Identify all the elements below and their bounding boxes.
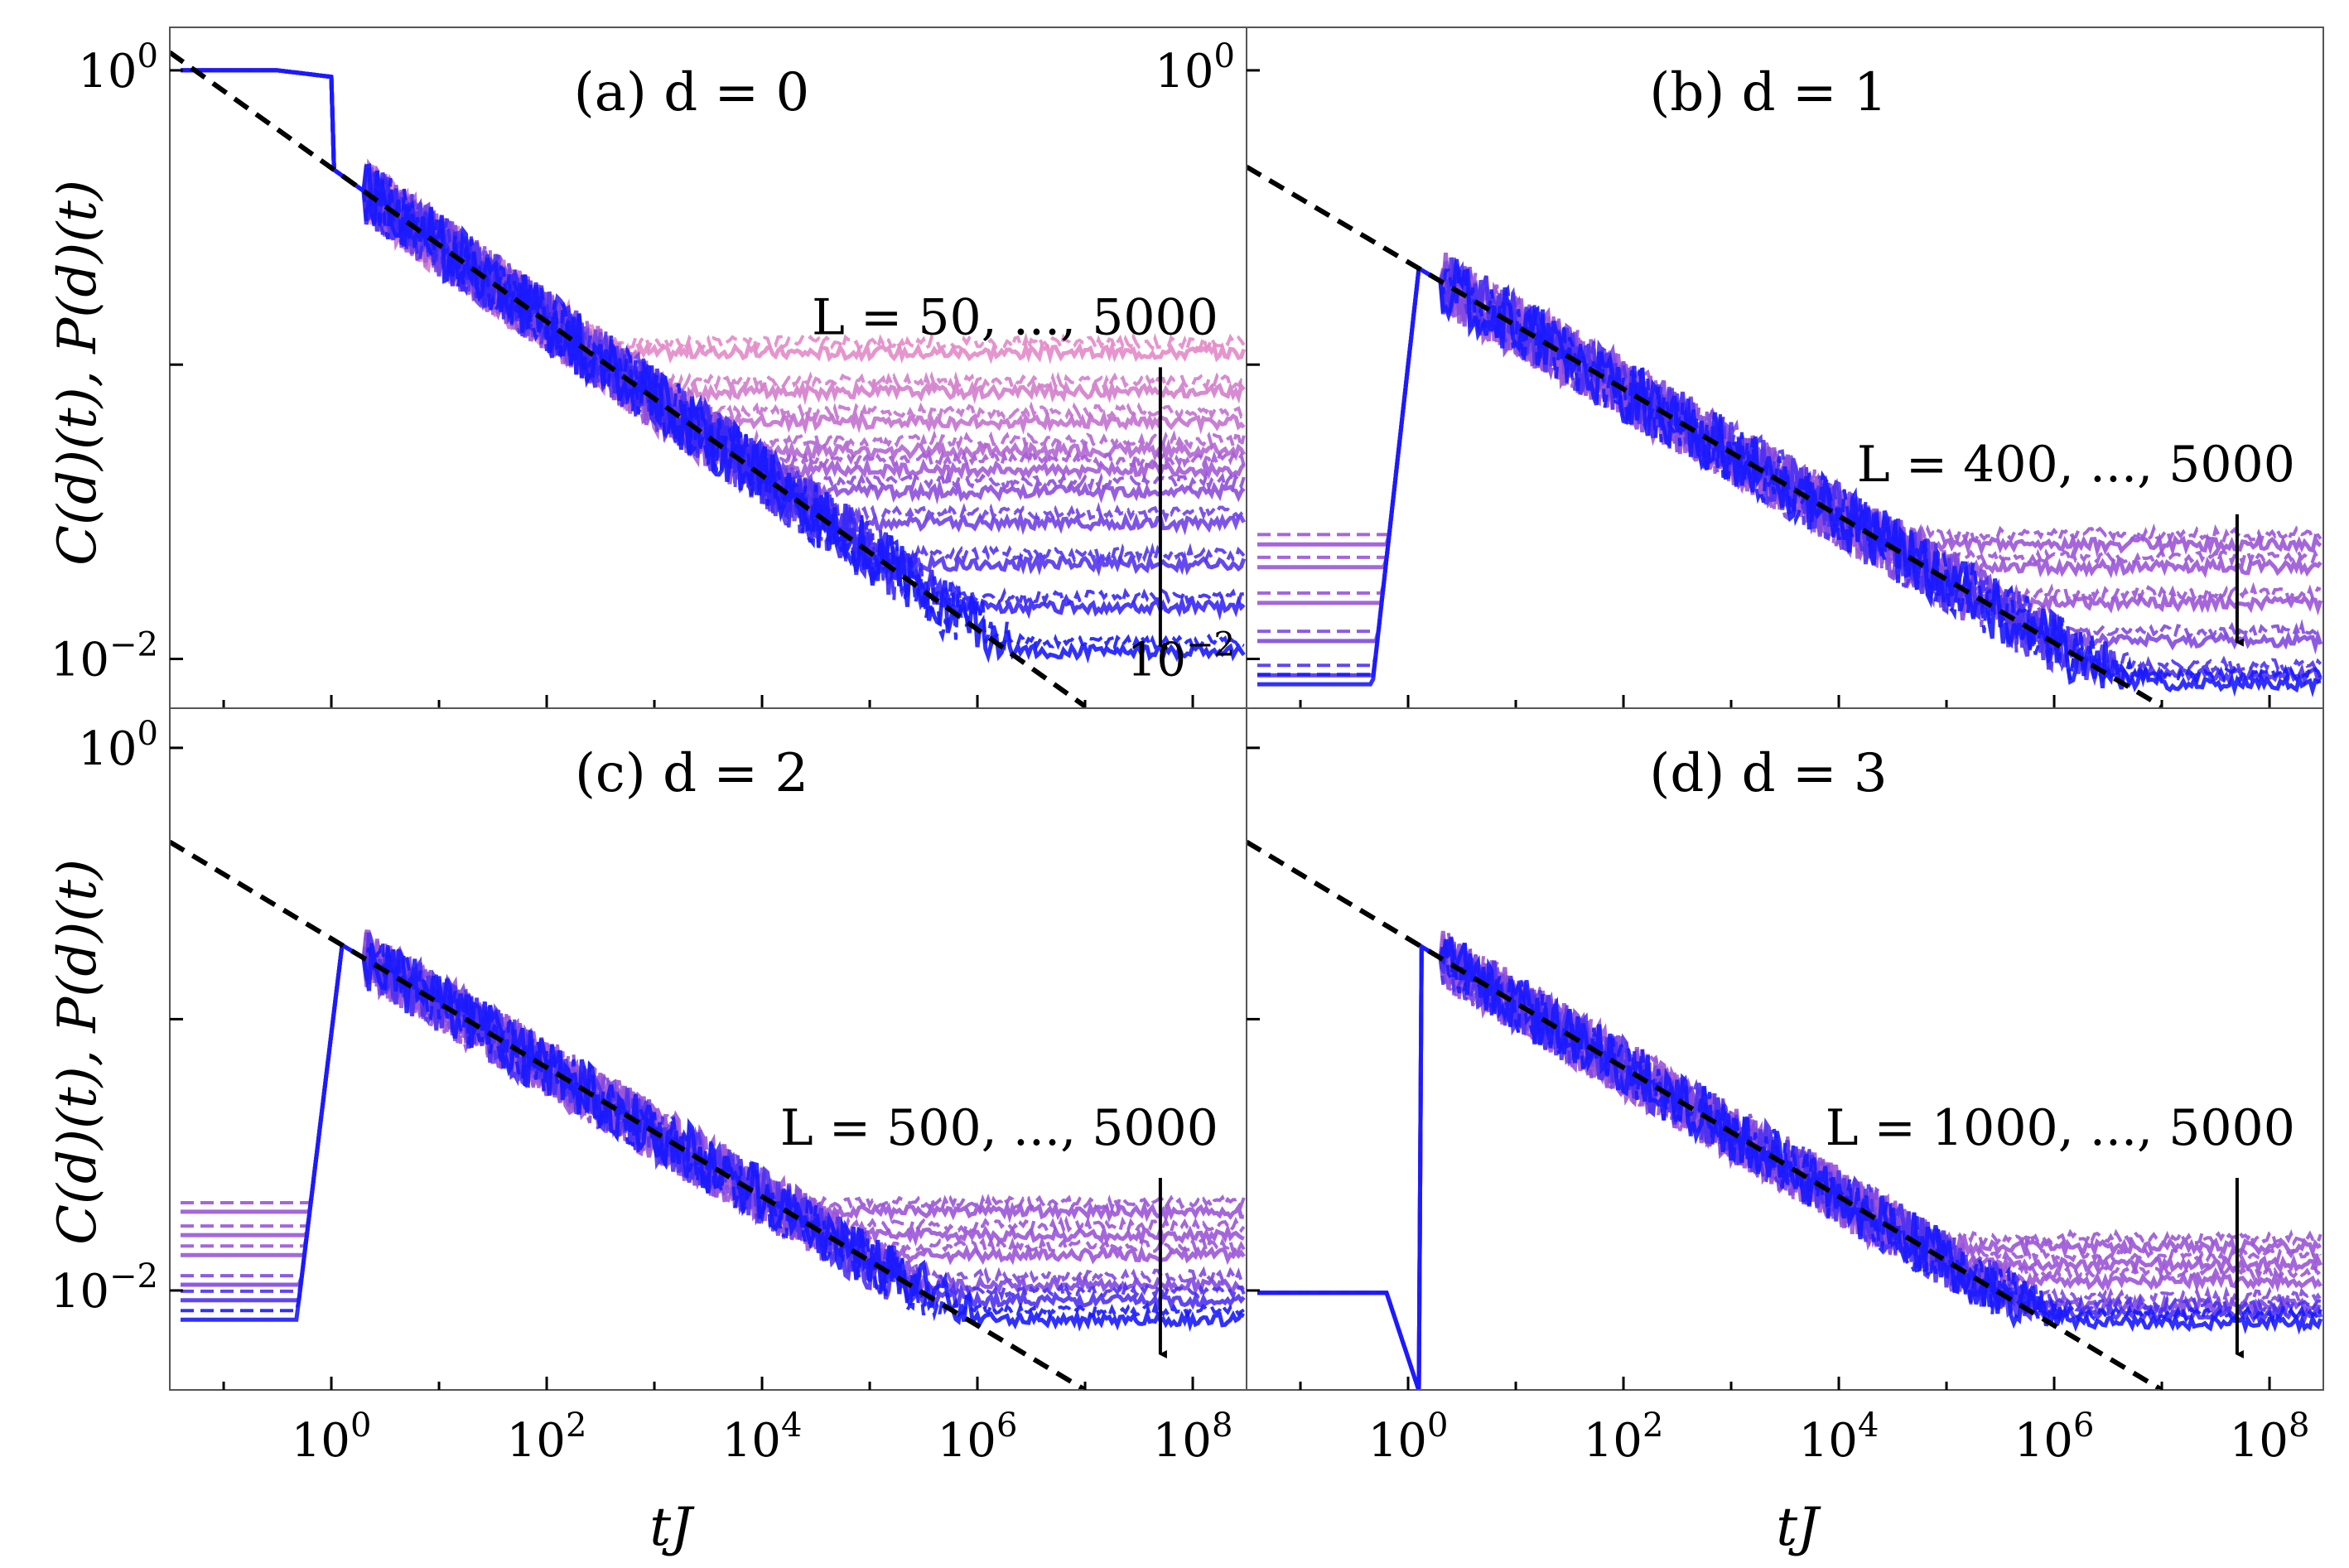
x-tick-label: 100 <box>292 1406 372 1468</box>
x-tick-label: 108 <box>1153 1406 1233 1468</box>
y-tick-label: 10−2 <box>1127 625 1235 687</box>
series-L9-solid <box>181 68 1246 664</box>
series-L1-solid <box>1257 263 2322 579</box>
panel-title: (c) d = 2 <box>575 743 808 804</box>
plot-area <box>170 839 1246 1390</box>
series-L5-solid <box>1257 937 2323 1390</box>
series-L4-dashed <box>181 68 1246 470</box>
y-tick-label: 100 <box>78 715 158 776</box>
panel-a: 100 10−2 (a) d = 0 L = 50, ..., 5000 <box>51 27 1247 709</box>
plot-area <box>1247 164 2323 708</box>
power-law-fit-line <box>1247 839 2163 1390</box>
panel-title: (a) d = 0 <box>574 62 809 123</box>
series-L2-dashed <box>181 929 1246 1257</box>
series-L4-dashed <box>1257 265 2322 677</box>
y-tick-label: 10−2 <box>51 625 158 687</box>
x-tick-label: 102 <box>1584 1406 1664 1468</box>
x-tick-label: 102 <box>507 1406 587 1468</box>
y-axis-label-top: C(d)(t), P(d)(t) <box>47 180 109 566</box>
x-tick-label: 108 <box>2230 1406 2310 1468</box>
size-annotation: L = 500, ..., 5000 <box>780 1099 1218 1157</box>
series-L8-dashed <box>181 68 1244 608</box>
panel-b: 100 10−2 (b) d = 1 L = 400, ..., 5000 <box>1127 27 2324 709</box>
x-tick-label: 106 <box>2014 1406 2095 1468</box>
x-axis-label-right: tJ <box>1776 1497 1821 1558</box>
series-L2-solid <box>1257 253 2323 617</box>
size-annotation: L = 400, ..., 5000 <box>1857 436 2295 494</box>
x-tick-label: 106 <box>938 1406 1018 1468</box>
panel-d: 100 102 104 106 108 (d) d = 3 L = 1000, ..., 5… <box>1246 707 2324 1468</box>
x-tick-label: 104 <box>722 1406 803 1468</box>
power-law-fit-line <box>1247 164 2163 708</box>
x-axis-label-left: tJ <box>649 1497 695 1558</box>
x-tick-label: 100 <box>1368 1406 1449 1468</box>
panel-title: (d) d = 3 <box>1649 743 1887 804</box>
power-law-fit-line <box>170 50 1087 708</box>
series-L3-solid <box>181 68 1247 465</box>
y-axis-label-bottom: C(d)(t), P(d)(t) <box>47 859 109 1245</box>
y-tick-label: 10−2 <box>51 1257 158 1319</box>
y-tick-label: 100 <box>78 37 158 99</box>
series-L0-dashed <box>181 68 1246 355</box>
y-tick-label: 100 <box>1155 37 1235 99</box>
plot-area <box>170 50 1247 708</box>
size-annotation: L = 1000, ..., 5000 <box>1826 1099 2295 1157</box>
panel-frame <box>1246 707 2324 1391</box>
panel-c: 100 102 104 106 108 100 10−2 (c) d = 2 L = 500, … <box>51 707 1247 1468</box>
size-annotation: L = 50, ..., 5000 <box>812 288 1218 346</box>
power-law-fit-line <box>170 839 1087 1390</box>
series-L3-dashed <box>1257 933 2322 1390</box>
series-L0-dashed <box>1257 943 2322 1390</box>
series-L2-dashed <box>181 68 1246 425</box>
series-L1-dashed <box>181 68 1246 393</box>
series-L9-dashed <box>181 68 1245 653</box>
x-tick-label: 104 <box>1799 1406 1879 1468</box>
plot-area <box>1247 839 2323 1390</box>
series-L5-dashed <box>1257 938 2322 1390</box>
series-L2-solid <box>181 68 1246 435</box>
panel-title: (b) d = 1 <box>1649 62 1887 123</box>
